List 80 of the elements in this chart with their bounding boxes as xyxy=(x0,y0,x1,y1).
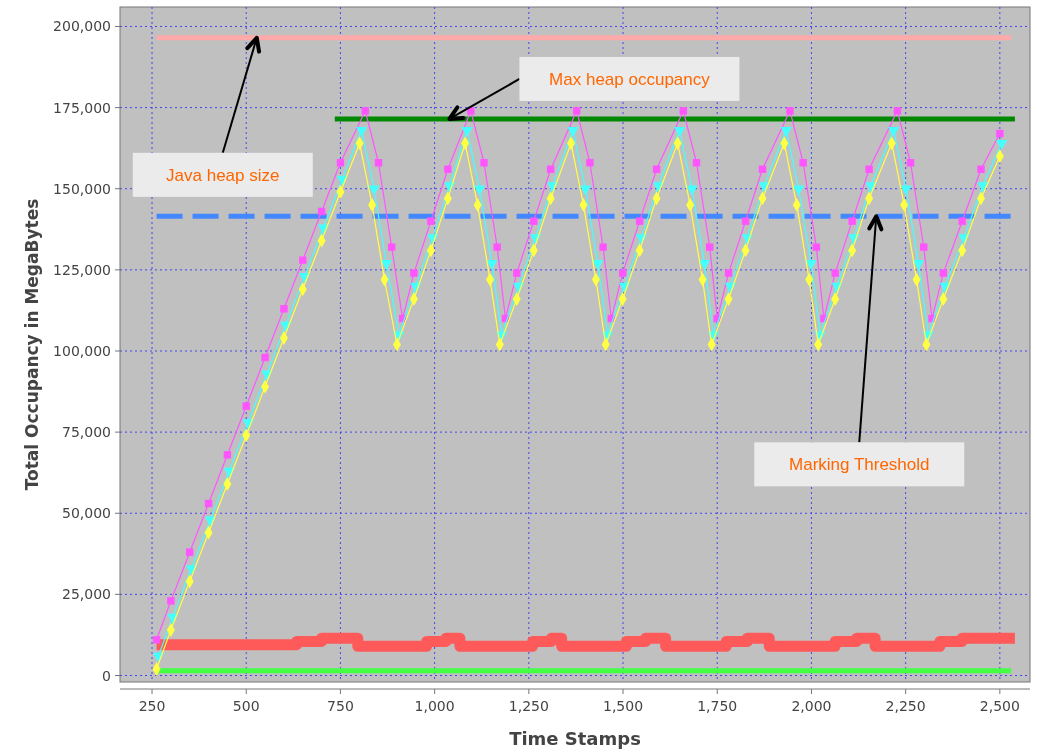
y-axis-title: Total Occupancy in MegaBytes xyxy=(22,198,42,491)
point xyxy=(493,243,501,251)
point xyxy=(635,217,644,225)
point xyxy=(567,127,579,137)
point xyxy=(939,269,948,277)
point xyxy=(361,107,370,115)
x-tick-label: 2,500 xyxy=(979,698,1020,714)
x-tick-label: 1,500 xyxy=(603,698,644,714)
point xyxy=(724,269,733,277)
point xyxy=(741,217,750,225)
point xyxy=(280,305,288,313)
point xyxy=(618,269,627,277)
point xyxy=(592,260,604,270)
point xyxy=(799,159,807,167)
point xyxy=(977,165,985,173)
point xyxy=(679,107,688,115)
point xyxy=(996,140,1008,150)
point xyxy=(387,243,396,251)
point xyxy=(152,636,161,644)
point xyxy=(805,260,817,270)
y-tick-label: 0 xyxy=(102,667,111,684)
point xyxy=(513,269,521,277)
point xyxy=(579,185,591,196)
x-tick-label: 250 xyxy=(138,698,166,714)
point xyxy=(599,243,607,251)
point xyxy=(865,165,873,173)
point xyxy=(444,165,452,173)
annotation: Java heap size xyxy=(166,165,280,185)
x-axis-title: Time Stamps xyxy=(509,728,641,749)
point xyxy=(204,516,217,527)
point xyxy=(920,243,928,251)
point xyxy=(893,107,902,115)
y-tick-label: 175,000 xyxy=(53,99,111,116)
point xyxy=(299,256,307,264)
point xyxy=(410,269,418,277)
x-tick-label: 500 xyxy=(232,698,260,714)
point xyxy=(261,353,269,362)
point xyxy=(996,129,1004,138)
y-tick-label: 125,000 xyxy=(53,261,111,278)
y-tick-label: 75,000 xyxy=(62,424,111,441)
point xyxy=(355,127,368,137)
point xyxy=(686,185,698,196)
point xyxy=(812,243,821,251)
point xyxy=(848,217,856,225)
y-tick-label: 25,000 xyxy=(62,586,111,603)
point xyxy=(486,260,498,270)
point xyxy=(223,451,232,459)
point xyxy=(831,269,839,277)
point xyxy=(958,217,966,225)
y-tick-label: 150,000 xyxy=(53,180,111,197)
y-tick-label: 50,000 xyxy=(62,505,111,522)
y-tick-label: 200,000 xyxy=(53,18,111,35)
point xyxy=(786,107,794,115)
point xyxy=(473,185,486,196)
x-tick-label: 2,250 xyxy=(885,698,926,714)
point xyxy=(186,548,194,556)
point xyxy=(900,185,912,196)
point xyxy=(780,127,792,137)
x-tick-label: 1,250 xyxy=(508,698,549,714)
point xyxy=(368,185,380,196)
point xyxy=(530,217,538,225)
y-tick-label: 100,000 xyxy=(53,342,111,359)
point xyxy=(167,597,175,605)
point xyxy=(572,107,581,115)
x-tick-label: 750 xyxy=(327,698,354,714)
annotation: Marking Threshold xyxy=(789,455,930,475)
x-tick-label: 1,000 xyxy=(414,698,455,714)
point xyxy=(427,217,435,225)
point xyxy=(793,185,805,196)
point xyxy=(480,159,488,167)
point xyxy=(673,127,686,137)
x-tick-label: 1,750 xyxy=(697,698,738,714)
point xyxy=(380,260,393,270)
x-tick-label: 2,000 xyxy=(791,698,832,714)
point xyxy=(586,159,594,167)
point xyxy=(706,243,714,251)
point xyxy=(887,127,900,137)
point xyxy=(242,402,250,410)
point xyxy=(461,127,473,137)
annotation: Max heap occupancy xyxy=(549,69,711,89)
